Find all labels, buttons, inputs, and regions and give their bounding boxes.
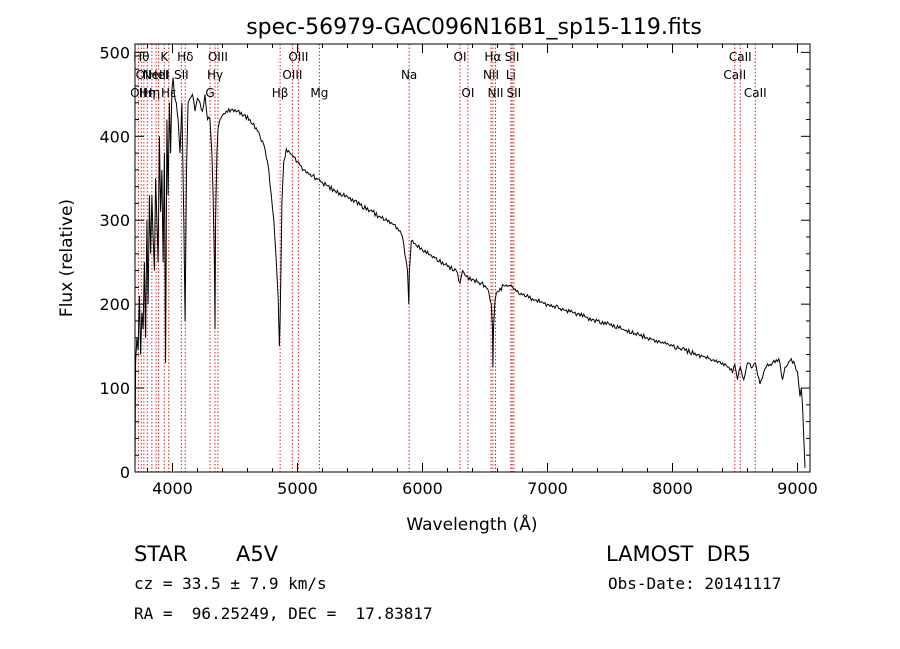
- line-marker-labels: OIIHθOIIHηHηNeIIIHeIKHεSIIHδGHγOIIIHβOII…: [130, 50, 767, 100]
- line-marker-label: NII: [483, 68, 499, 82]
- y-tick-label: 0: [120, 463, 130, 482]
- chart-title: spec-56979-GAC096N16B1_sp15-119.fits: [246, 15, 702, 40]
- line-marker-label: OIII: [208, 50, 228, 64]
- y-tick-label: 500: [99, 43, 130, 62]
- line-marker-label: SII: [507, 86, 522, 100]
- line-marker-label: Hε: [161, 86, 177, 100]
- observation-date: Obs-Date: 20141117: [608, 574, 782, 593]
- line-marker-label: CaII: [723, 68, 746, 82]
- line-marker-label: OI: [454, 50, 467, 64]
- line-marker-label: OII: [136, 68, 153, 82]
- x-axis-label: Wavelength (Å): [406, 513, 537, 535]
- line-marker-label: Mg: [310, 86, 328, 100]
- line-marker-label: OII: [130, 86, 147, 100]
- line-marker-label: HeI: [149, 68, 169, 82]
- spectrum-series-line: [134, 77, 806, 468]
- line-marker-label: NeIII: [143, 68, 170, 82]
- line-marker-label: NII: [487, 86, 503, 100]
- object-class: STAR: [134, 542, 188, 566]
- x-tick-label: 8000: [652, 479, 693, 498]
- line-marker-label: OIII: [282, 68, 302, 82]
- line-marker-label: Hθ: [133, 50, 149, 64]
- spectral-subclass: A5V: [236, 542, 279, 566]
- axes: 4000 5000 6000 7000 8000 9000 0 100 200 300 400 500: [99, 43, 817, 498]
- line-marker-label: K: [160, 50, 169, 64]
- y-tick-label: 200: [99, 295, 130, 314]
- line-marker-label: Hη: [139, 86, 156, 100]
- line-marker-label: OI: [461, 86, 474, 100]
- x-tick-label: 7000: [527, 479, 568, 498]
- line-marker-label: OIII: [288, 50, 308, 64]
- x-tick-label: 9000: [777, 479, 818, 498]
- line-marker-label: Hβ: [272, 86, 289, 100]
- survey-name: LAMOST DR5: [606, 542, 751, 566]
- line-marker-label: Hη: [144, 86, 161, 100]
- line-markers: [137, 44, 756, 472]
- line-marker-label: SII: [505, 50, 520, 64]
- x-tick-label: 6000: [402, 479, 443, 498]
- line-marker-label: CaII: [744, 86, 767, 100]
- line-marker-label: Hγ: [207, 68, 223, 82]
- line-marker-label: Hα: [484, 50, 501, 64]
- plot-frame: [134, 43, 811, 473]
- line-marker-label: Hδ: [177, 50, 193, 64]
- coordinates: RA = 96.25249, DEC = 17.83817: [134, 604, 433, 623]
- x-tick-label: 5000: [277, 479, 318, 498]
- y-axis-label: Flux (relative): [57, 199, 77, 317]
- line-marker-label: SII: [174, 68, 189, 82]
- line-marker-label: CaII: [729, 50, 752, 64]
- y-tick-label: 100: [99, 379, 130, 398]
- line-marker-label: Na: [401, 68, 417, 82]
- y-tick-label: 400: [99, 127, 130, 146]
- y-tick-label: 300: [99, 211, 130, 230]
- redshift-velocity: cz = 33.5 ± 7.9 km/s: [134, 574, 327, 593]
- line-marker-label: Li: [506, 68, 516, 82]
- x-tick-label: 4000: [152, 479, 193, 498]
- line-marker-label: G: [205, 86, 214, 100]
